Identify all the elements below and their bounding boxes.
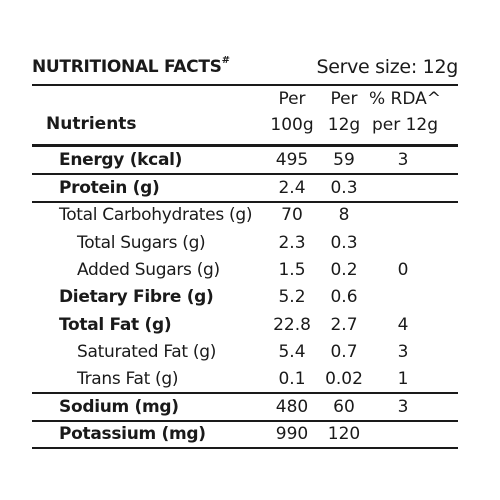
- table-row: Total Carbohydrates (g) 70 8: [32, 201, 458, 228]
- serve-size: Serve size: 12g: [316, 56, 458, 78]
- nutrient-label: Total Sugars (g): [77, 233, 206, 253]
- value-per-12g: 0.7: [330, 342, 358, 362]
- value-per-12g: 0.02: [325, 369, 363, 389]
- table-row: Total Fat (g) 22.8 2.7 4: [32, 311, 458, 338]
- header-nutrients: Nutrients: [46, 114, 137, 134]
- title-divider: [32, 84, 458, 86]
- table-row: Sodium (mg) 480 60 3: [32, 393, 458, 422]
- header-rda: % RDA^ per 12g: [368, 89, 442, 135]
- value-rda: 1: [397, 369, 409, 389]
- table-row: Total Sugars (g) 2.3 0.3: [32, 229, 458, 256]
- nutrient-label: Total Fat (g): [59, 315, 172, 335]
- nutrient-label: Protein (g): [59, 178, 160, 198]
- value-per-100g: 22.8: [273, 315, 311, 335]
- nutrient-label: Potassium (mg): [59, 424, 206, 444]
- nutrient-label: Energy (kcal): [59, 150, 183, 170]
- value-per-100g: 2.4: [278, 178, 306, 198]
- value-rda: 3: [397, 150, 409, 170]
- table-row: Energy (kcal) 495 59 3: [32, 146, 458, 175]
- page-title: NUTRITIONAL FACTS#: [32, 55, 230, 77]
- title-footnote-mark: #: [221, 55, 230, 67]
- value-per-100g: 495: [275, 150, 309, 170]
- header-divider: [32, 144, 458, 147]
- header-per-12g: Per 12g: [327, 89, 361, 135]
- nutrient-label: Total Carbohydrates (g): [59, 205, 253, 225]
- value-per-12g: 2.7: [330, 315, 358, 335]
- value-per-12g: 59: [333, 150, 355, 170]
- value-rda: 3: [397, 342, 409, 362]
- value-per-100g: 70: [281, 205, 303, 225]
- table-row: Added Sugars (g) 1.5 0.2 0: [32, 256, 458, 283]
- table-row: Trans Fat (g) 0.1 0.02 1: [32, 365, 458, 394]
- table-row: Potassium (mg) 990 120: [32, 420, 458, 449]
- value-rda: 4: [397, 315, 409, 335]
- nutrient-label: Sodium (mg): [59, 397, 179, 417]
- value-per-100g: 2.3: [278, 233, 306, 253]
- value-per-12g: 0.2: [330, 260, 358, 280]
- value-rda: 0: [397, 260, 409, 280]
- table-row: Protein (g) 2.4 0.3: [32, 174, 458, 203]
- table-row: Dietary Fibre (g) 5.2 0.6: [32, 283, 458, 310]
- nutrient-label: Saturated Fat (g): [77, 342, 217, 362]
- value-per-100g: 480: [275, 397, 309, 417]
- value-per-100g: 5.2: [278, 287, 306, 307]
- value-per-100g: 0.1: [278, 369, 306, 389]
- value-per-100g: 990: [275, 424, 309, 444]
- value-rda: 3: [397, 397, 409, 417]
- value-per-12g: 0.6: [330, 287, 358, 307]
- nutrient-label: Dietary Fibre (g): [59, 287, 214, 307]
- value-per-100g: 1.5: [278, 260, 306, 280]
- value-per-12g: 8: [338, 205, 350, 225]
- value-per-12g: 0.3: [330, 178, 358, 198]
- nutrient-label: Trans Fat (g): [77, 369, 179, 389]
- nutrient-label: Added Sugars (g): [77, 260, 220, 280]
- header-per-100g: Per 100g: [270, 89, 314, 135]
- value-per-12g: 60: [333, 397, 355, 417]
- value-per-100g: 5.4: [278, 342, 306, 362]
- value-per-12g: 120: [327, 424, 361, 444]
- table-row: Saturated Fat (g) 5.4 0.7 3: [32, 338, 458, 365]
- value-per-12g: 0.3: [330, 233, 358, 253]
